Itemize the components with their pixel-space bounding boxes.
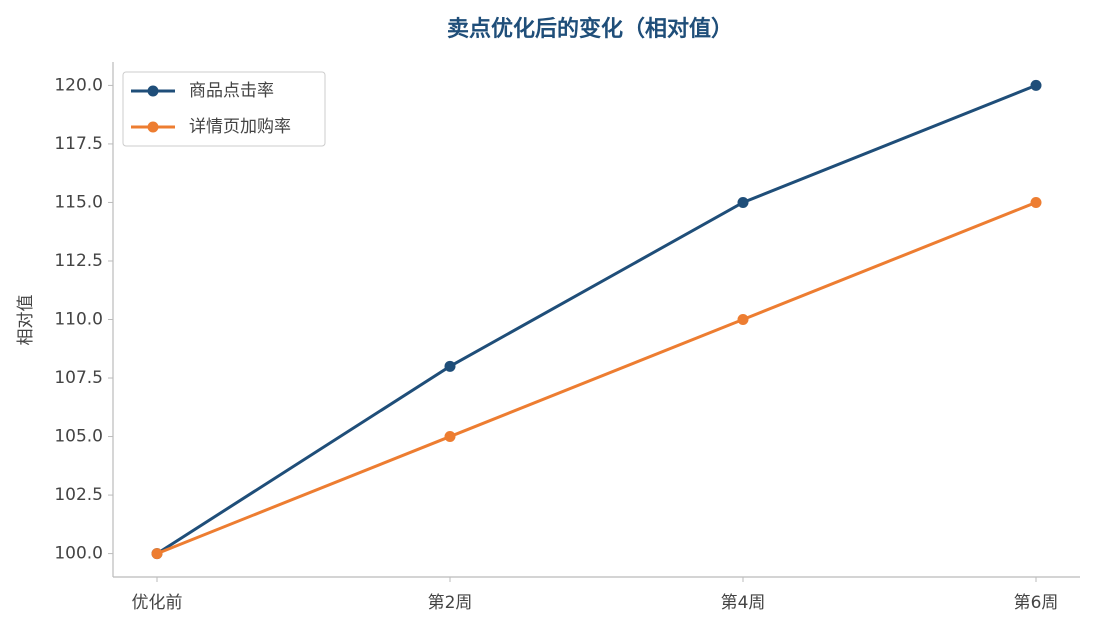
y-axis-label: 相对值 (16, 295, 36, 346)
x-tick-label: 第2周 (428, 593, 473, 613)
x-tick-label: 第4周 (721, 593, 766, 613)
chart-title: 卖点优化后的变化（相对值） (447, 16, 733, 42)
y-tick-label: 112.5 (54, 251, 103, 271)
point (737, 314, 749, 325)
y-tick-label: 115.0 (54, 192, 103, 212)
legend-swatch-marker (147, 121, 159, 133)
series-line (156, 201, 1037, 555)
legend-swatch-marker (147, 85, 159, 97)
point (444, 431, 456, 443)
legend-label: 商品点击率 (189, 81, 274, 101)
legend-label: 详情页加购率 (189, 117, 291, 137)
point (444, 360, 456, 372)
y-tick-label: 110.0 (54, 310, 103, 330)
y-tick-label: 102.5 (54, 485, 103, 505)
point (151, 548, 163, 560)
y-tick-label: 100.0 (54, 544, 103, 564)
point (1030, 196, 1042, 208)
series-line (156, 84, 1037, 555)
y-tick-label: 117.5 (54, 134, 103, 154)
y-tick-label: 105.0 (54, 427, 103, 447)
point (737, 196, 749, 208)
point (1030, 79, 1042, 91)
y-tick-label: 120.0 (54, 75, 103, 95)
x-tick-label: 第6周 (1014, 593, 1059, 613)
x-tick-label: 优化前 (132, 593, 183, 613)
y-tick-label: 107.5 (54, 368, 103, 388)
